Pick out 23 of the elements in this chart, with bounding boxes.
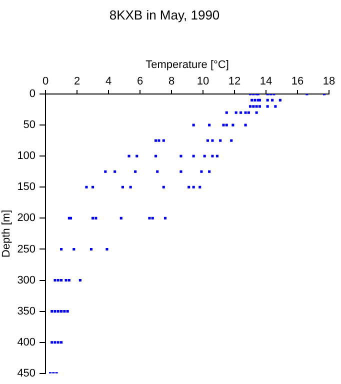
y-tick-label: 450 (17, 367, 36, 380)
x-tick-label: 10 (196, 75, 210, 88)
y-tick-label: 100 (17, 150, 36, 162)
x-tick-label: 6 (136, 75, 144, 88)
x-axis-title: Temperature [°C] (146, 59, 229, 72)
y-tick-label: 200 (17, 212, 36, 224)
y-tick-label: 250 (17, 243, 36, 256)
x-tick-label: 18 (322, 75, 336, 88)
y-axis-title: Depth [m] (0, 210, 13, 258)
y-tick-label: 150 (17, 181, 36, 194)
y-tick-label: 400 (17, 336, 36, 348)
y-tick-label: 300 (17, 274, 36, 286)
chart-title: 8KXB in May, 1990 (109, 7, 220, 22)
y-tick-label: 50 (23, 119, 36, 132)
x-tick-label: 8 (168, 75, 175, 88)
x-tick-label: 16 (291, 75, 304, 88)
x-tick-label: 12 (228, 75, 241, 88)
x-tick-label: 4 (105, 75, 112, 88)
y-tick-label: 0 (29, 88, 36, 100)
x-tick-label: 0 (42, 75, 49, 88)
x-tick-label: 14 (260, 75, 272, 88)
y-tick-label: 350 (17, 305, 36, 318)
x-tick-label: 2 (74, 75, 80, 88)
